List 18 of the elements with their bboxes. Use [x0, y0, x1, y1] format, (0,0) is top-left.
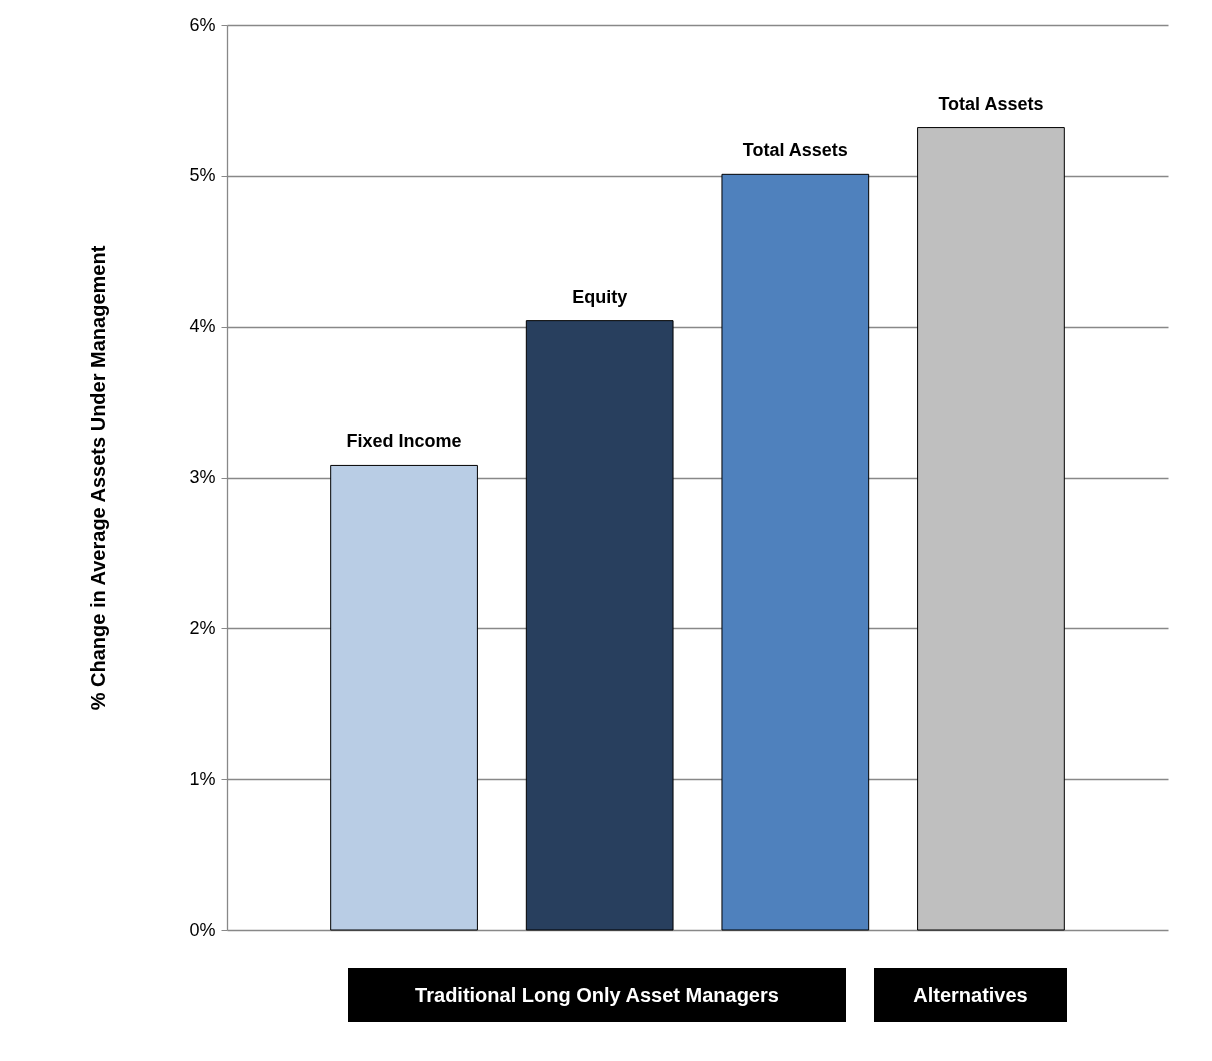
y-tick-label: 3% — [189, 467, 216, 487]
x-tick-label: Total Assets — [742, 140, 848, 161]
bar — [721, 173, 870, 931]
text: Alternatives — [874, 968, 1067, 1022]
y-tick-label: 2% — [189, 617, 216, 638]
x-tick-label: Total Assets — [938, 93, 1044, 114]
bar — [330, 464, 478, 931]
y-tick-label: 4% — [189, 316, 216, 337]
x-tick-label: Equity — [572, 286, 628, 307]
bar — [917, 127, 1065, 931]
y-tick-label: 5% — [189, 165, 216, 186]
bar — [525, 320, 674, 931]
y-tick-label: 6% — [189, 14, 216, 35]
y-axis-title: % Change in Average Assets Under Management — [87, 245, 110, 711]
text: Traditional Long Only Asset Managers — [348, 968, 846, 1022]
y-tick-label: 0% — [189, 919, 216, 940]
x-tick-label: Fixed Income — [346, 431, 462, 452]
y-tick-label: 1% — [189, 768, 216, 789]
